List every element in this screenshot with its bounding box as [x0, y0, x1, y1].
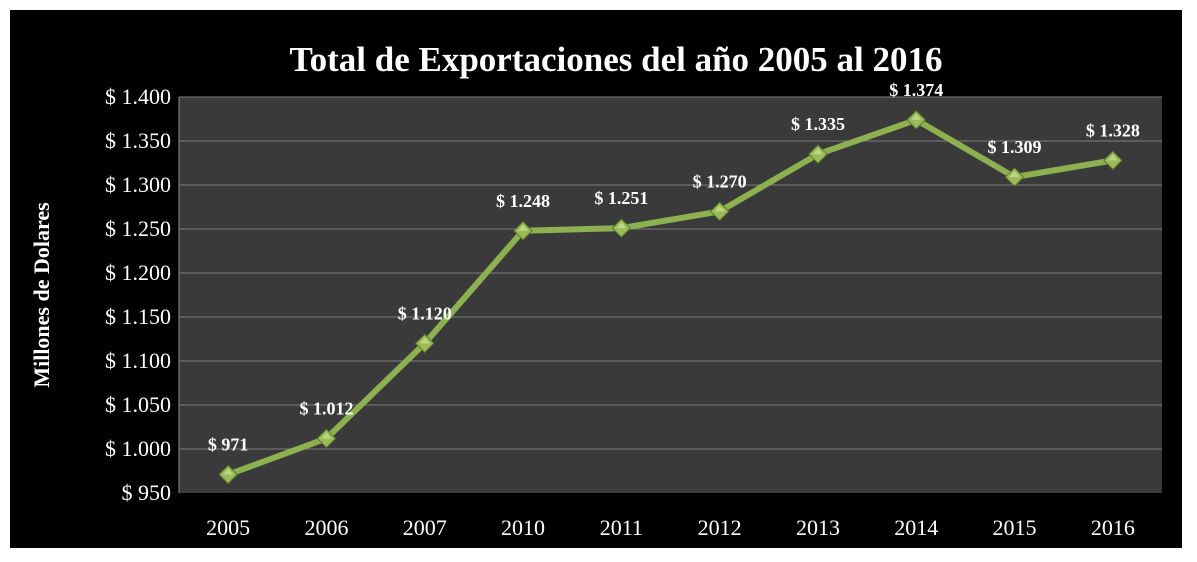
- x-tick-label: 2005: [206, 515, 250, 540]
- y-tick-label: $ 1.000: [105, 436, 171, 461]
- y-tick-label: $ 1.400: [105, 84, 171, 109]
- x-tick-label: 2013: [796, 515, 840, 540]
- plot-area: [179, 97, 1162, 493]
- data-label: $ 1.335: [791, 114, 845, 134]
- y-tick-label: $ 1.300: [105, 172, 171, 197]
- y-tick-label: $ 1.200: [105, 260, 171, 285]
- data-point-highlight: [714, 205, 725, 212]
- chart-title: Total de Exportaciones del año 2005 al 2…: [289, 40, 943, 79]
- x-tick-label: 2014: [894, 515, 938, 540]
- y-tick-label: $ 1.350: [105, 128, 171, 153]
- data-point-highlight: [223, 468, 234, 475]
- data-point-highlight: [1107, 154, 1118, 161]
- data-point-highlight: [812, 148, 823, 155]
- x-tick-label: 2015: [993, 515, 1037, 540]
- y-tick-label: $ 1.100: [105, 348, 171, 373]
- x-tick-label: 2007: [403, 515, 447, 540]
- data-label: $ 1.120: [398, 303, 452, 323]
- data-point-highlight: [616, 222, 627, 229]
- y-tick-label: $ 1.150: [105, 304, 171, 329]
- data-label: $ 1.012: [299, 398, 353, 418]
- y-axis-title: Millones de Dolares: [29, 202, 54, 388]
- x-tick-label: 2006: [304, 515, 348, 540]
- x-tick-label: 2010: [501, 515, 545, 540]
- series-line: [227, 116, 1114, 478]
- x-tick-label: 2016: [1091, 515, 1135, 540]
- y-tick-label: $ 1.250: [105, 216, 171, 241]
- y-tick-label: $ 950: [122, 480, 172, 505]
- data-point-highlight: [419, 337, 430, 344]
- x-tick-label: 2012: [698, 515, 742, 540]
- data-point: [906, 110, 926, 130]
- data-point-highlight: [518, 224, 529, 231]
- data-label: $ 1.251: [594, 188, 648, 208]
- data-label: $ 971: [208, 435, 249, 455]
- data-label: $ 1.328: [1086, 120, 1140, 140]
- data-label: $ 1.248: [496, 191, 550, 211]
- data-point-highlight: [321, 432, 332, 439]
- data-label: $ 1.270: [693, 171, 747, 191]
- data-label: $ 1.374: [889, 80, 943, 100]
- data-point-highlight: [1009, 171, 1020, 178]
- data-point-highlight: [911, 113, 922, 120]
- data-label: $ 1.309: [988, 137, 1042, 157]
- x-tick-label: 2011: [600, 515, 643, 540]
- y-tick-label: $ 1.050: [105, 392, 171, 417]
